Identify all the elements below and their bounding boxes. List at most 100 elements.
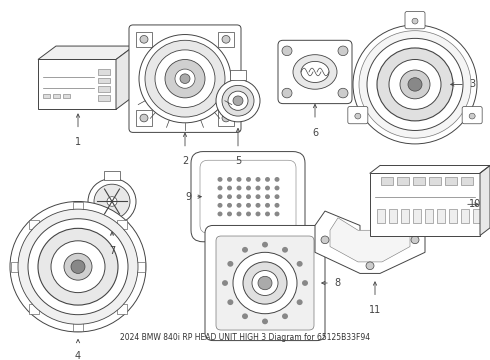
Bar: [370, 173, 480, 235]
Circle shape: [246, 186, 251, 190]
Circle shape: [255, 212, 261, 216]
Circle shape: [321, 236, 329, 244]
Circle shape: [353, 25, 477, 144]
Text: 1: 1: [75, 137, 81, 147]
Text: 9: 9: [185, 192, 191, 202]
Circle shape: [180, 74, 190, 84]
Circle shape: [237, 194, 242, 199]
Circle shape: [338, 88, 348, 98]
Circle shape: [389, 59, 441, 109]
Circle shape: [216, 80, 260, 122]
Circle shape: [274, 186, 279, 190]
Bar: [413, 177, 425, 185]
Polygon shape: [38, 46, 134, 59]
FancyBboxPatch shape: [348, 107, 368, 124]
Bar: [73, 321, 83, 331]
Circle shape: [237, 203, 242, 208]
Circle shape: [265, 194, 270, 199]
Circle shape: [258, 276, 272, 290]
Circle shape: [408, 78, 422, 91]
Circle shape: [255, 186, 261, 190]
Circle shape: [218, 186, 222, 190]
Bar: [43, 94, 50, 98]
Bar: [38, 59, 116, 109]
Circle shape: [140, 114, 148, 122]
Circle shape: [233, 252, 297, 314]
Bar: [377, 209, 385, 222]
Text: 4: 4: [75, 351, 81, 360]
Circle shape: [302, 280, 308, 286]
Circle shape: [274, 177, 279, 182]
Text: 11: 11: [369, 305, 381, 315]
Bar: [29, 304, 39, 314]
Circle shape: [227, 203, 232, 208]
Circle shape: [237, 177, 242, 182]
Bar: [117, 304, 127, 314]
Text: 2024 BMW 840i RP HEAD UNIT HIGH 3 Diagram for 65125B33F94: 2024 BMW 840i RP HEAD UNIT HIGH 3 Diagra…: [120, 333, 370, 342]
Circle shape: [400, 70, 430, 99]
Circle shape: [262, 319, 268, 324]
Circle shape: [367, 39, 463, 130]
Bar: [449, 209, 457, 222]
Bar: [381, 177, 393, 185]
Bar: [63, 94, 70, 98]
Circle shape: [282, 46, 292, 56]
FancyBboxPatch shape: [205, 225, 325, 341]
Circle shape: [262, 242, 268, 248]
FancyBboxPatch shape: [462, 107, 482, 124]
Circle shape: [218, 177, 222, 182]
Circle shape: [274, 203, 279, 208]
Circle shape: [246, 177, 251, 182]
FancyBboxPatch shape: [200, 160, 296, 233]
Circle shape: [282, 247, 288, 253]
Circle shape: [139, 35, 231, 123]
Circle shape: [94, 184, 130, 219]
Bar: [73, 202, 83, 212]
Circle shape: [246, 212, 251, 216]
Text: 5: 5: [235, 156, 241, 166]
Circle shape: [265, 186, 270, 190]
Bar: [429, 177, 441, 185]
Circle shape: [274, 212, 279, 216]
Circle shape: [233, 96, 243, 105]
Circle shape: [338, 46, 348, 56]
Circle shape: [222, 280, 228, 286]
Polygon shape: [330, 218, 410, 262]
Circle shape: [243, 262, 287, 304]
Bar: [218, 32, 234, 47]
Ellipse shape: [293, 55, 337, 89]
Bar: [98, 78, 110, 84]
Circle shape: [227, 299, 233, 305]
Circle shape: [469, 113, 475, 119]
Circle shape: [282, 313, 288, 319]
Bar: [445, 177, 457, 185]
Circle shape: [242, 247, 248, 253]
Bar: [413, 209, 421, 222]
Circle shape: [282, 88, 292, 98]
Circle shape: [242, 313, 248, 319]
Text: 6: 6: [312, 127, 318, 138]
Circle shape: [296, 261, 303, 267]
Bar: [98, 95, 110, 101]
Circle shape: [274, 194, 279, 199]
Circle shape: [222, 85, 254, 116]
Circle shape: [359, 31, 471, 138]
Text: 8: 8: [334, 278, 340, 288]
Circle shape: [265, 177, 270, 182]
Circle shape: [255, 194, 261, 199]
Circle shape: [28, 219, 128, 315]
Circle shape: [51, 241, 105, 293]
Bar: [117, 220, 127, 229]
Polygon shape: [480, 166, 490, 235]
Bar: [53, 94, 60, 98]
Circle shape: [227, 194, 232, 199]
Polygon shape: [116, 46, 134, 109]
Circle shape: [265, 212, 270, 216]
Circle shape: [296, 299, 303, 305]
Ellipse shape: [301, 62, 329, 82]
Circle shape: [222, 36, 230, 43]
Circle shape: [218, 212, 222, 216]
Circle shape: [228, 91, 248, 110]
Circle shape: [377, 48, 453, 121]
Circle shape: [411, 236, 419, 244]
